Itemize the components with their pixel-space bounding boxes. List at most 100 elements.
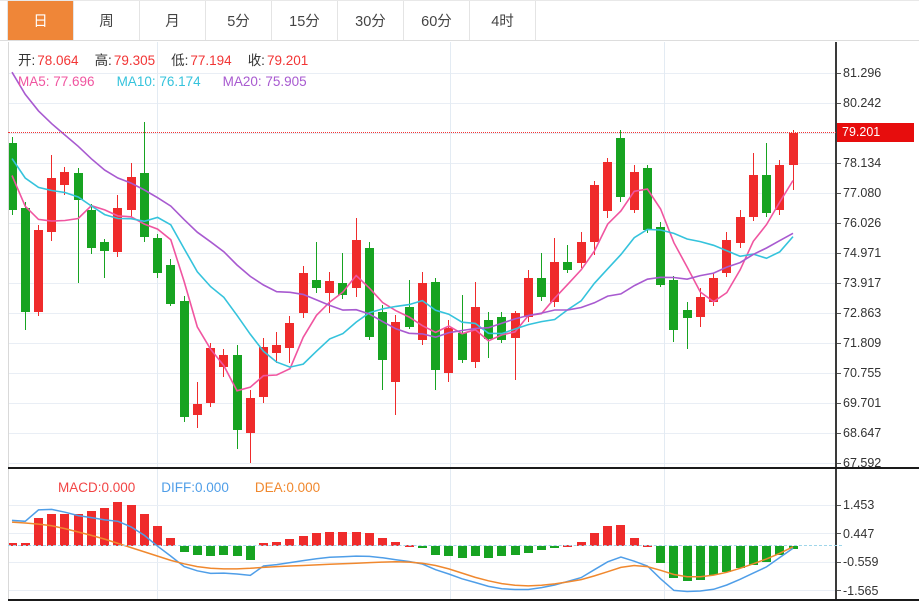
macd-bar [536,546,546,551]
macd-bar [523,546,533,554]
macd-bar [153,526,163,547]
ma-legend: MA5: 77.696 MA10: 76.174 MA20: 75.905 [18,74,307,89]
macd-legend-item: DIFF:0.000 [161,480,229,495]
price-gridline [8,402,836,404]
macd-bar [325,532,335,547]
candle [100,241,110,251]
price-tick-label: 73.917 [843,276,882,290]
ma-legend-item: MA5: 77.696 [18,74,95,89]
candle [589,185,599,242]
price-gridline [8,372,836,374]
price-gridline [8,432,836,434]
macd-bar [60,513,70,547]
candle [86,210,96,248]
candle [642,168,652,230]
price-tick-label: 80.242 [843,96,882,110]
macd-bar [735,546,745,569]
candle [113,208,123,252]
tab-5min[interactable]: 5分 [206,1,272,40]
vertical-gridline [450,42,451,467]
macd-bar [762,546,772,562]
candle [285,323,295,349]
candle [364,248,374,337]
price-tick [835,252,841,254]
ohlc-item: 高: 79.305 [94,53,156,68]
macd-bar [682,546,692,582]
tab-month[interactable]: 月 [140,1,206,40]
price-tick-label: 74.971 [843,246,882,260]
last-price-dotted-line [8,131,836,133]
price-tick-label: 78.134 [843,156,882,170]
macd-bar [139,513,149,547]
candle [550,261,560,302]
candle [139,173,149,237]
macd-bar [219,546,229,555]
ohlc-item: 开: 78.064 [18,53,79,68]
tab-4hour[interactable]: 4时 [470,1,536,40]
macd-bar [457,546,467,558]
price-tick [835,192,841,194]
candle [417,283,427,341]
ma-legend-item: MA20: 75.905 [222,74,307,89]
price-tick [835,342,841,344]
macd-bar [338,532,348,547]
price-tick [835,72,841,74]
candle [563,261,573,271]
candle [298,273,308,314]
price-tick [835,432,841,434]
macd-tick [835,561,841,563]
price-tick [835,222,841,224]
macd-bar [775,546,785,555]
tab-day[interactable]: 日 [8,1,74,40]
macd-tick [835,504,841,506]
toolbar-spacer [0,1,8,40]
candle [259,346,268,397]
candle [73,173,83,201]
macd-legend-item: MACD:0.000 [58,480,136,495]
panel-separator [8,467,919,469]
candle [629,171,639,211]
tab-week[interactable]: 周 [74,1,140,40]
candle [33,229,43,312]
candle [484,320,494,339]
macd-bar [722,546,732,572]
candle [245,398,255,434]
candle [192,404,202,416]
candle [788,132,798,165]
macd-bar [788,546,798,550]
tab-15min[interactable]: 15分 [272,1,338,40]
price-tick-label: 77.080 [843,186,882,200]
ohlc-item: 收: 79.201 [247,53,309,68]
macd-bar [100,507,110,547]
price-gridline [8,132,836,134]
macd-gridline [8,590,836,592]
macd-legend-item: DEA:0.000 [254,480,321,495]
candle [60,172,70,186]
macd-bar [616,524,626,547]
macd-bar [417,546,427,549]
candle [351,239,361,289]
macd-bar [47,513,57,547]
candle [166,264,176,304]
macd-bar [470,546,480,557]
candle [735,216,745,244]
candle [232,354,242,431]
candle [338,283,348,296]
candle [153,238,163,274]
tab-60min[interactable]: 60分 [404,1,470,40]
candle [470,306,480,362]
candle [510,313,520,339]
chart-bottom-border [8,599,919,601]
candle [656,226,666,285]
price-gridline [8,162,836,164]
candle [722,239,732,274]
ohlc-legend: 开: 78.064 高: 79.305 低: 77.194 收: 79.201 [18,49,308,69]
tab-30min[interactable]: 30分 [338,1,404,40]
macd-tick-label: -0.559 [843,555,879,570]
candle [311,280,321,289]
macd-tick-label: -1.565 [843,583,879,598]
macd-bar [431,546,441,555]
